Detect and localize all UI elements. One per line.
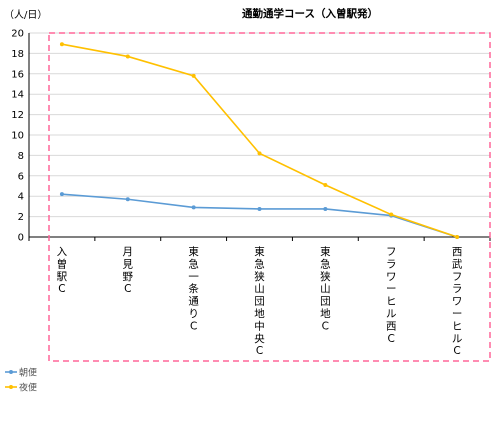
x-category-label: 月見野 C [123,246,134,295]
x-category-label: 入曽駅 C [57,246,68,295]
data-point [389,212,394,217]
legend-marker [9,370,13,374]
data-point [59,42,64,47]
x-category-labels: 入曽駅 C 月見野 C 東急一条通り C 東急狭山団地中央 C 東急狭山団地 C フラワーヒル西 C 西… [57,245,463,357]
y-tick-labels: 0 2 4 6 8 10 12 14 16 18 20 [11,29,24,244]
legend-marker [9,385,13,389]
y-tick-label: 6 [18,171,24,182]
data-point [125,197,130,202]
series-line-morning [61,193,458,238]
data-point [257,151,262,156]
data-point [191,73,196,78]
y-tick-label: 10 [11,131,24,142]
series-lines [59,42,460,239]
x-category-label: 東急一条通り C [188,245,199,332]
legend-label: 朝便 [19,367,37,379]
data-point [125,54,130,59]
gridlines [29,32,490,218]
data-point [59,192,64,197]
data-point [257,206,262,211]
x-category-label: 東急狭山団地中央 C [254,245,265,357]
data-point [323,206,328,211]
x-category-label: 東急狭山団地 C [320,245,331,332]
y-tick-label: 14 [11,90,24,101]
y-unit-label: （人/日） [4,9,47,21]
highlight-frame [48,32,491,362]
axes [28,33,491,241]
chart-title: 通勤通学コース（入曽駅発） [242,7,378,20]
y-tick-label: 0 [18,233,24,244]
y-tick-label: 4 [18,192,24,203]
data-point [323,182,328,187]
data-point [191,205,196,210]
data-point [455,235,460,239]
y-tick-label: 8 [18,151,24,162]
y-tick-label: 18 [11,49,24,60]
y-tick-label: 2 [18,212,24,223]
y-tick-label: 12 [11,110,24,121]
y-tick-label: 16 [11,69,24,80]
y-tick-label: 20 [11,29,24,40]
legend-label: 夜便 [19,382,37,394]
x-category-label: フラワーヒル西 C [386,246,397,345]
x-category-label: 西武フラワーヒル C [452,246,463,357]
